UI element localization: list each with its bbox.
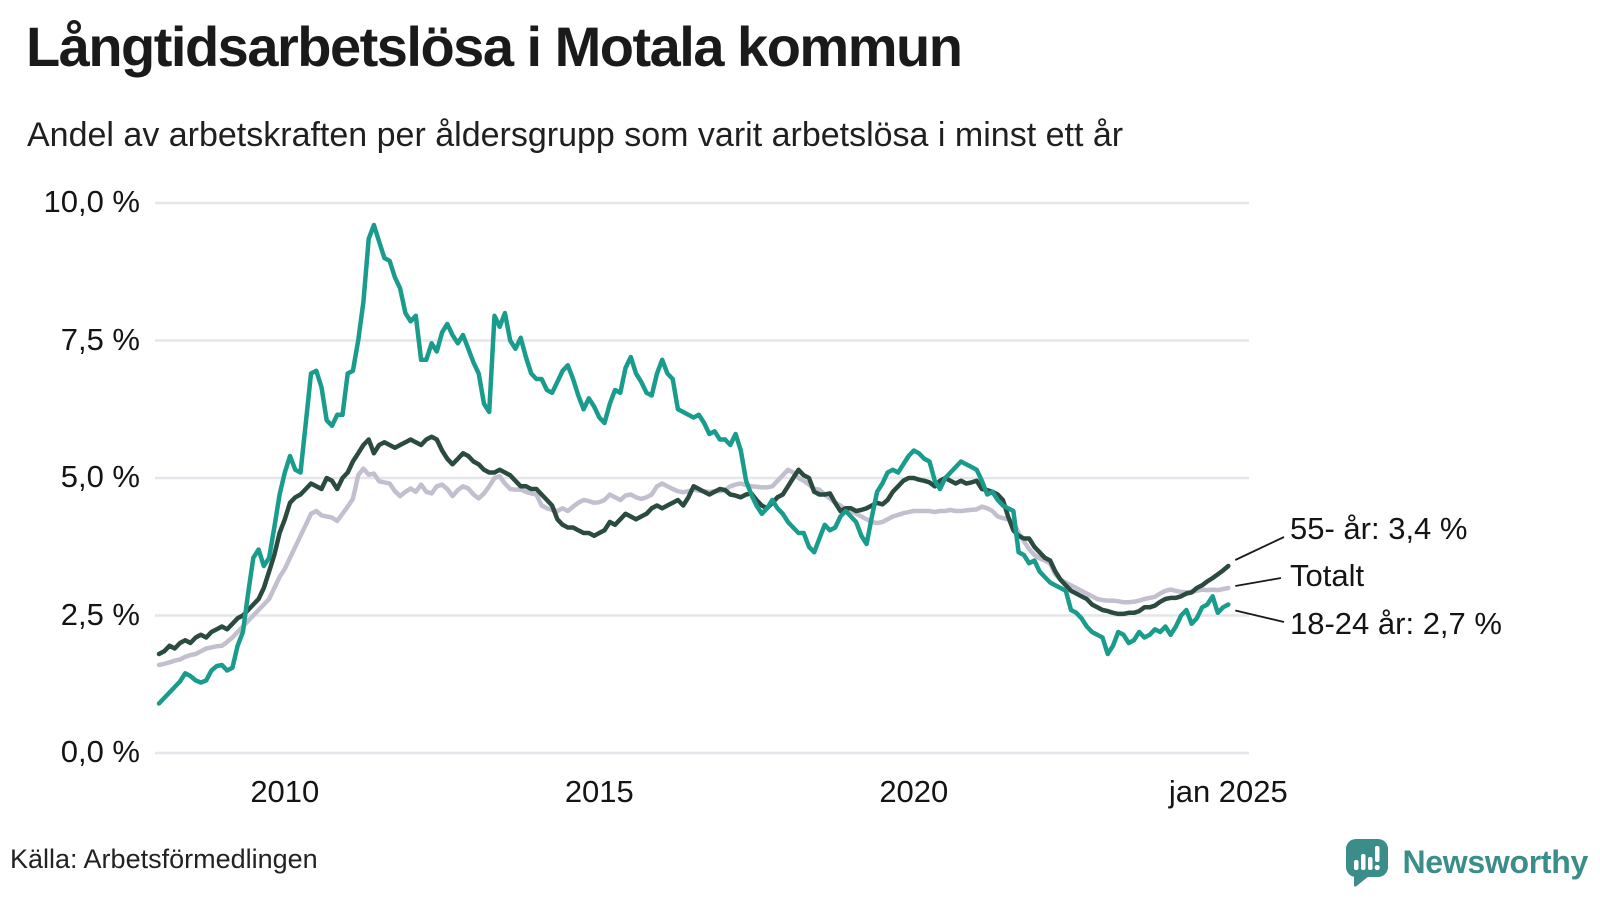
newsworthy-bubble-icon	[1345, 839, 1388, 887]
series-line-55-år	[156, 434, 1231, 657]
y-axis-tick-label: 7,5 %	[60, 321, 140, 357]
x-axis-tick-label: 2020	[879, 774, 949, 809]
x-axis-tick-label: 2010	[250, 774, 320, 809]
y-axis-tick-label: 5,0 %	[60, 459, 140, 494]
page-title: Långtidsarbetslösa i Motala kommun	[26, 15, 963, 78]
end-label-18-24-ar: 18-24 år: 2,7 %	[1290, 606, 1502, 641]
page-subtitle: Andel av arbetskraften per åldersgrupp s…	[27, 116, 1124, 154]
y-axis-tick-label: 2,5 %	[60, 596, 140, 632]
y-axis-tick-label: 0,0 %	[60, 734, 140, 769]
annotation-leader-line	[1235, 577, 1282, 587]
end-label-totalt: Totalt	[1290, 558, 1365, 593]
newsworthy-logo: Newsworthy	[1343, 836, 1589, 888]
x-axis-tick-label: 2015	[564, 774, 634, 809]
x-axis-tick-label: jan 2025	[1168, 774, 1288, 809]
source-note: Källa: Arbetsförmedlingen	[10, 844, 318, 874]
annotation-leader-line	[1234, 536, 1285, 561]
end-label-55-ar: 55- år: 3,4 %	[1290, 511, 1468, 546]
y-axis-tick-label: 10,0 %	[43, 184, 140, 219]
newsworthy-wordmark: Newsworthy	[1402, 843, 1589, 880]
series-line-18-24-år	[156, 222, 1231, 706]
series-line-totalt	[156, 466, 1231, 668]
annotation-leader-line	[1235, 609, 1285, 623]
